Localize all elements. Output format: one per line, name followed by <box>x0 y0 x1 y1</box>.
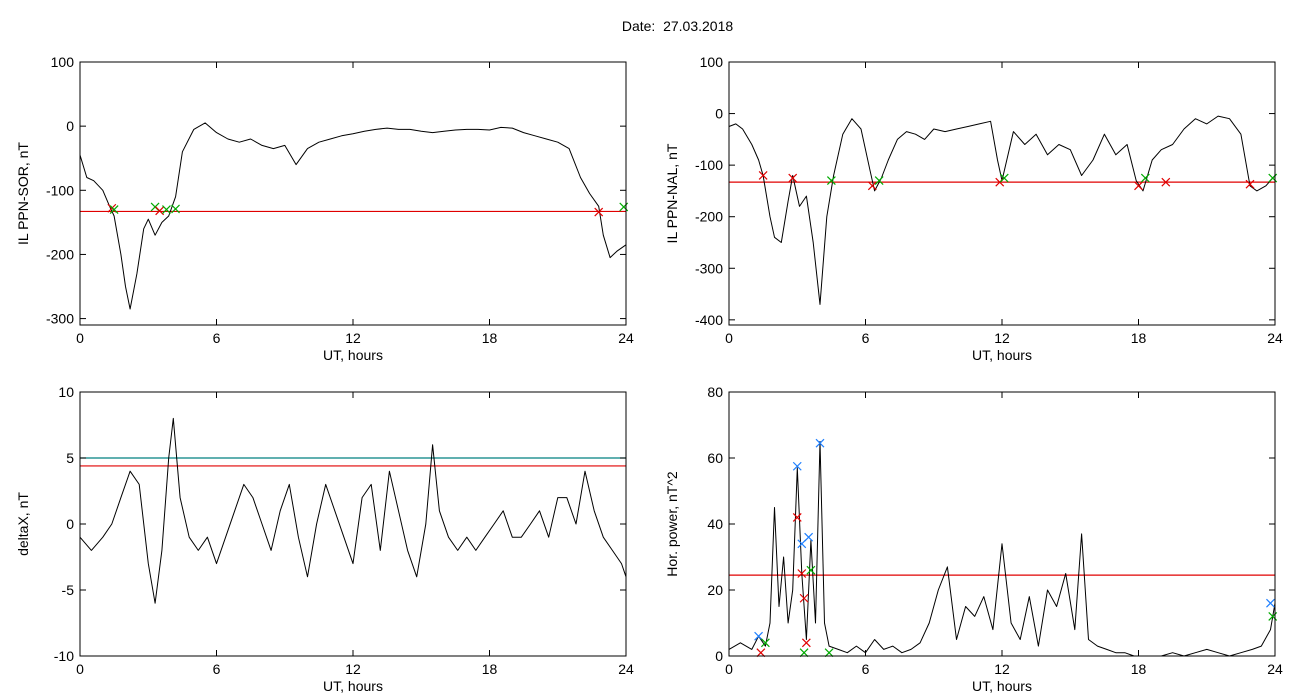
event-marker <box>788 173 798 183</box>
y-axis-label: Hor. power, nT^2 <box>664 471 680 577</box>
event-marker <box>874 176 884 186</box>
event-marker <box>826 176 836 186</box>
event-marker <box>109 205 119 214</box>
event-marker <box>1245 179 1255 189</box>
x-tick-label: 6 <box>213 661 221 677</box>
event-marker <box>797 569 807 578</box>
x-tick-label: 12 <box>994 661 1010 677</box>
event-marker <box>760 638 770 648</box>
x-tick-label: 6 <box>862 330 870 346</box>
x-tick-label: 24 <box>1267 661 1283 677</box>
x-tick-label: 12 <box>994 330 1010 346</box>
event-marker <box>792 461 802 471</box>
panel-hor-power: 0 6 12 18 24 80 60 40 20 0 UT, hours Hor. power, nT… <box>664 384 1283 694</box>
y-tick-label: 0 <box>66 118 74 134</box>
y-tick-label: 0 <box>715 106 723 122</box>
series-line <box>728 115 1276 305</box>
y-tick-label: 100 <box>700 54 724 70</box>
y-tick-label: -5 <box>62 582 75 598</box>
series-line <box>728 441 1276 657</box>
panel-ppn-nal: 0 6 12 18 24 100 0 -100 -200 -300 -400 UT, hours IL … <box>664 54 1283 363</box>
y-tick-label: 40 <box>707 516 723 532</box>
event-marker <box>171 204 180 214</box>
x-tick-label: 12 <box>345 661 361 677</box>
y-tick-label: 60 <box>707 450 723 466</box>
x-tick-label: 18 <box>1131 330 1147 346</box>
event-marker <box>824 648 834 658</box>
y-tick-label: -100 <box>46 182 74 198</box>
figure-title: Date: 27.03.2018 <box>621 18 734 34</box>
event-marker <box>804 532 814 542</box>
event-marker <box>107 203 117 213</box>
x-tick-label: 0 <box>76 330 84 346</box>
x-axis-label: UT, hours <box>972 347 1032 363</box>
panel-deltax: 0 6 12 18 24 10 5 0 -5 -10 UT, hours deltaX, nT <box>15 384 634 694</box>
y-tick-label: 100 <box>51 54 75 70</box>
y-tick-label: 80 <box>707 384 723 400</box>
panel-ppn-sor: 0 6 12 18 24 100 0 -100 -200 -300 UT, hours IL PPN-… <box>15 54 634 363</box>
y-tick-label: 0 <box>715 648 723 664</box>
y-tick-label: 10 <box>58 384 74 400</box>
event-marker <box>799 593 809 603</box>
x-axis-label: UT, hours <box>323 347 383 363</box>
event-marker <box>1266 598 1275 608</box>
plot-frame <box>728 61 1276 326</box>
event-marker <box>801 638 811 648</box>
y-tick-label: -100 <box>695 157 723 173</box>
x-tick-label: 6 <box>862 661 870 677</box>
y-axis-label: IL PPN-SOR, nT <box>15 142 31 245</box>
x-tick-label: 18 <box>482 330 498 346</box>
y-tick-label: -300 <box>695 260 723 276</box>
event-marker <box>1268 173 1278 183</box>
x-tick-label: 24 <box>618 330 634 346</box>
x-axis-label: UT, hours <box>972 678 1032 694</box>
y-tick-label: -200 <box>695 209 723 225</box>
event-marker <box>756 648 766 658</box>
x-tick-label: 24 <box>1267 330 1283 346</box>
series-line <box>79 122 627 310</box>
x-tick-label: 24 <box>618 661 634 677</box>
event-marker <box>799 648 809 658</box>
event-marker <box>1134 181 1143 191</box>
event-marker <box>797 539 807 549</box>
x-tick-label: 12 <box>345 330 361 346</box>
x-tick-label: 0 <box>725 330 733 346</box>
y-tick-label: -300 <box>46 311 74 327</box>
event-marker <box>155 206 165 216</box>
event-marker <box>792 512 802 522</box>
plot-frame <box>728 391 1276 657</box>
event-marker <box>1140 173 1150 183</box>
x-tick-label: 18 <box>482 661 498 677</box>
y-tick-label: -200 <box>46 246 74 262</box>
event-marker <box>754 631 763 641</box>
y-tick-label: 5 <box>66 450 74 466</box>
y-axis-label: IL PPN-NAL, nT <box>664 143 680 243</box>
event-marker <box>999 173 1009 183</box>
event-marker <box>758 171 768 180</box>
y-tick-label: 0 <box>66 516 74 532</box>
y-tick-label: -10 <box>54 648 74 664</box>
y-axis-label: deltaX, nT <box>15 492 31 556</box>
x-tick-label: 18 <box>1131 661 1147 677</box>
x-tick-label: 0 <box>725 661 733 677</box>
event-marker <box>806 565 816 575</box>
y-tick-label: 20 <box>707 582 723 598</box>
plot-frame <box>79 61 627 326</box>
event-marker <box>1161 177 1171 187</box>
event-marker <box>162 205 171 214</box>
event-marker <box>867 181 877 191</box>
event-marker <box>594 207 604 217</box>
x-tick-label: 0 <box>76 661 84 677</box>
event-marker <box>619 202 629 212</box>
y-tick-label: -400 <box>695 312 723 328</box>
x-axis-label: UT, hours <box>323 678 383 694</box>
x-tick-label: 6 <box>213 330 221 346</box>
series-line <box>79 417 627 604</box>
event-marker <box>815 438 825 448</box>
